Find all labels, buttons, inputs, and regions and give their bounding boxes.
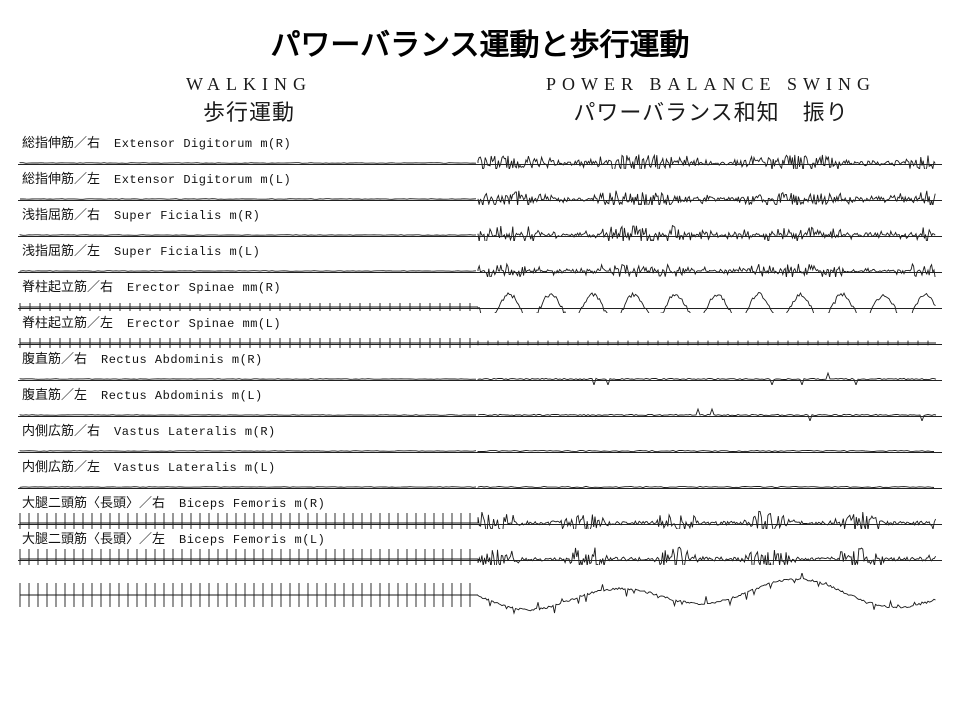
channel-label: 内側広筋／左 Vastus Lateralis m(L) [18,456,280,475]
channel-label: 腹直筋／左 Rectus Abdominis m(L) [18,384,267,403]
baseline [18,452,942,453]
channel-label-jp: 大腿二頭筋〈長頭〉／右 [22,492,165,511]
header-right-jp: パワーバランス和知 振り [480,95,942,127]
channel-label-jp: 大腿二頭筋〈長頭〉／左 [22,528,165,547]
channel-label-en: Super Ficialis m(R) [114,209,260,223]
channel-label-jp: 総指伸筋／右 [22,132,100,151]
header-left: WALKING 歩行運動 [18,74,480,127]
channel-label-en: Biceps Femoris m(L) [179,533,325,547]
baseline [18,272,942,273]
baseline [18,416,942,417]
channel-label-jp: 腹直筋／右 [22,348,87,367]
channel-label-en: Rectus Abdominis m(L) [101,389,263,403]
channel-label: 脊柱起立筋／右 Erector Spinae mm(R) [18,276,285,295]
channel-row: 脊柱起立筋／右 Erector Spinae mm(R) [18,277,942,313]
channel-label-jp: 脊柱起立筋／左 [22,312,113,331]
emg-chart: WALKING 歩行運動 POWER BALANCE SWING パワーバランス… [0,74,960,617]
channel-label: 内側広筋／右 Vastus Lateralis m(R) [18,420,280,439]
channel-row: 内側広筋／左 Vastus Lateralis m(L) [18,457,942,493]
column-headers: WALKING 歩行運動 POWER BALANCE SWING パワーバランス… [18,74,942,127]
channel-row: 浅指屈筋／右 Super Ficialis m(R) [18,205,942,241]
channel-label-en: Extensor Digitorum m(R) [114,137,291,151]
header-right: POWER BALANCE SWING パワーバランス和知 振り [480,74,942,127]
baseline [18,308,942,309]
channel-row: 総指伸筋／右 Extensor Digitorum m(R) [18,133,942,169]
channel-label-jp: 浅指屈筋／左 [22,240,100,259]
channel-label-en: Super Ficialis m(L) [114,245,260,259]
header-left-jp: 歩行運動 [18,95,480,127]
channel-label: 脊柱起立筋／左 Erector Spinae mm(L) [18,312,285,331]
channel-row: 大腿二頭筋〈長頭〉／右 Biceps Femoris m(R) [18,493,942,529]
bottom-composite-wave [18,573,942,617]
baseline [18,524,942,525]
channel-label: 大腿二頭筋〈長頭〉／右 Biceps Femoris m(R) [18,492,329,511]
channel-label-en: Extensor Digitorum m(L) [114,173,291,187]
channel-label: 浅指屈筋／右 Super Ficialis m(R) [18,204,264,223]
channel-row: 浅指屈筋／左 Super Ficialis m(L) [18,241,942,277]
channel-row: 総指伸筋／左 Extensor Digitorum m(L) [18,169,942,205]
channel-row: 内側広筋／右 Vastus Lateralis m(R) [18,421,942,457]
channel-label-en: Vastus Lateralis m(L) [114,461,276,475]
bottom-waveform [18,573,938,617]
baseline [18,344,942,345]
baseline [18,236,942,237]
header-left-en: WALKING [18,74,480,95]
channel-label-en: Vastus Lateralis m(R) [114,425,276,439]
channel-label: 総指伸筋／右 Extensor Digitorum m(R) [18,132,295,151]
channel-row: 脊柱起立筋／左 Erector Spinae mm(L) [18,313,942,349]
baseline [18,560,942,561]
channel-label-jp: 内側広筋／右 [22,420,100,439]
channel-label-en: Erector Spinae mm(L) [127,317,281,331]
page-title: パワーバランス運動と歩行運動 [0,0,960,74]
channel-label-jp: 総指伸筋／左 [22,168,100,187]
baseline [18,164,942,165]
channel-label-jp: 腹直筋／左 [22,384,87,403]
channel-label-jp: 脊柱起立筋／右 [22,276,113,295]
channel-label: 浅指屈筋／左 Super Ficialis m(L) [18,240,264,259]
channel-label-jp: 浅指屈筋／右 [22,204,100,223]
baseline [18,488,942,489]
channel-label-en: Erector Spinae mm(R) [127,281,281,295]
channel-row: 腹直筋／左 Rectus Abdominis m(L) [18,385,942,421]
channel-row: 大腿二頭筋〈長頭〉／左 Biceps Femoris m(L) [18,529,942,565]
channel-label: 総指伸筋／左 Extensor Digitorum m(L) [18,168,295,187]
channel-label-en: Biceps Femoris m(R) [179,497,325,511]
channel-label-en: Rectus Abdominis m(R) [101,353,263,367]
channel-label: 大腿二頭筋〈長頭〉／左 Biceps Femoris m(L) [18,528,329,547]
channel-label-jp: 内側広筋／左 [22,456,100,475]
header-right-en: POWER BALANCE SWING [480,74,942,95]
baseline [18,380,942,381]
channel-list: 総指伸筋／右 Extensor Digitorum m(R) 総指伸筋／左 Exten… [18,133,942,565]
baseline [18,200,942,201]
channel-label: 腹直筋／右 Rectus Abdominis m(R) [18,348,267,367]
channel-row: 腹直筋／右 Rectus Abdominis m(R) [18,349,942,385]
